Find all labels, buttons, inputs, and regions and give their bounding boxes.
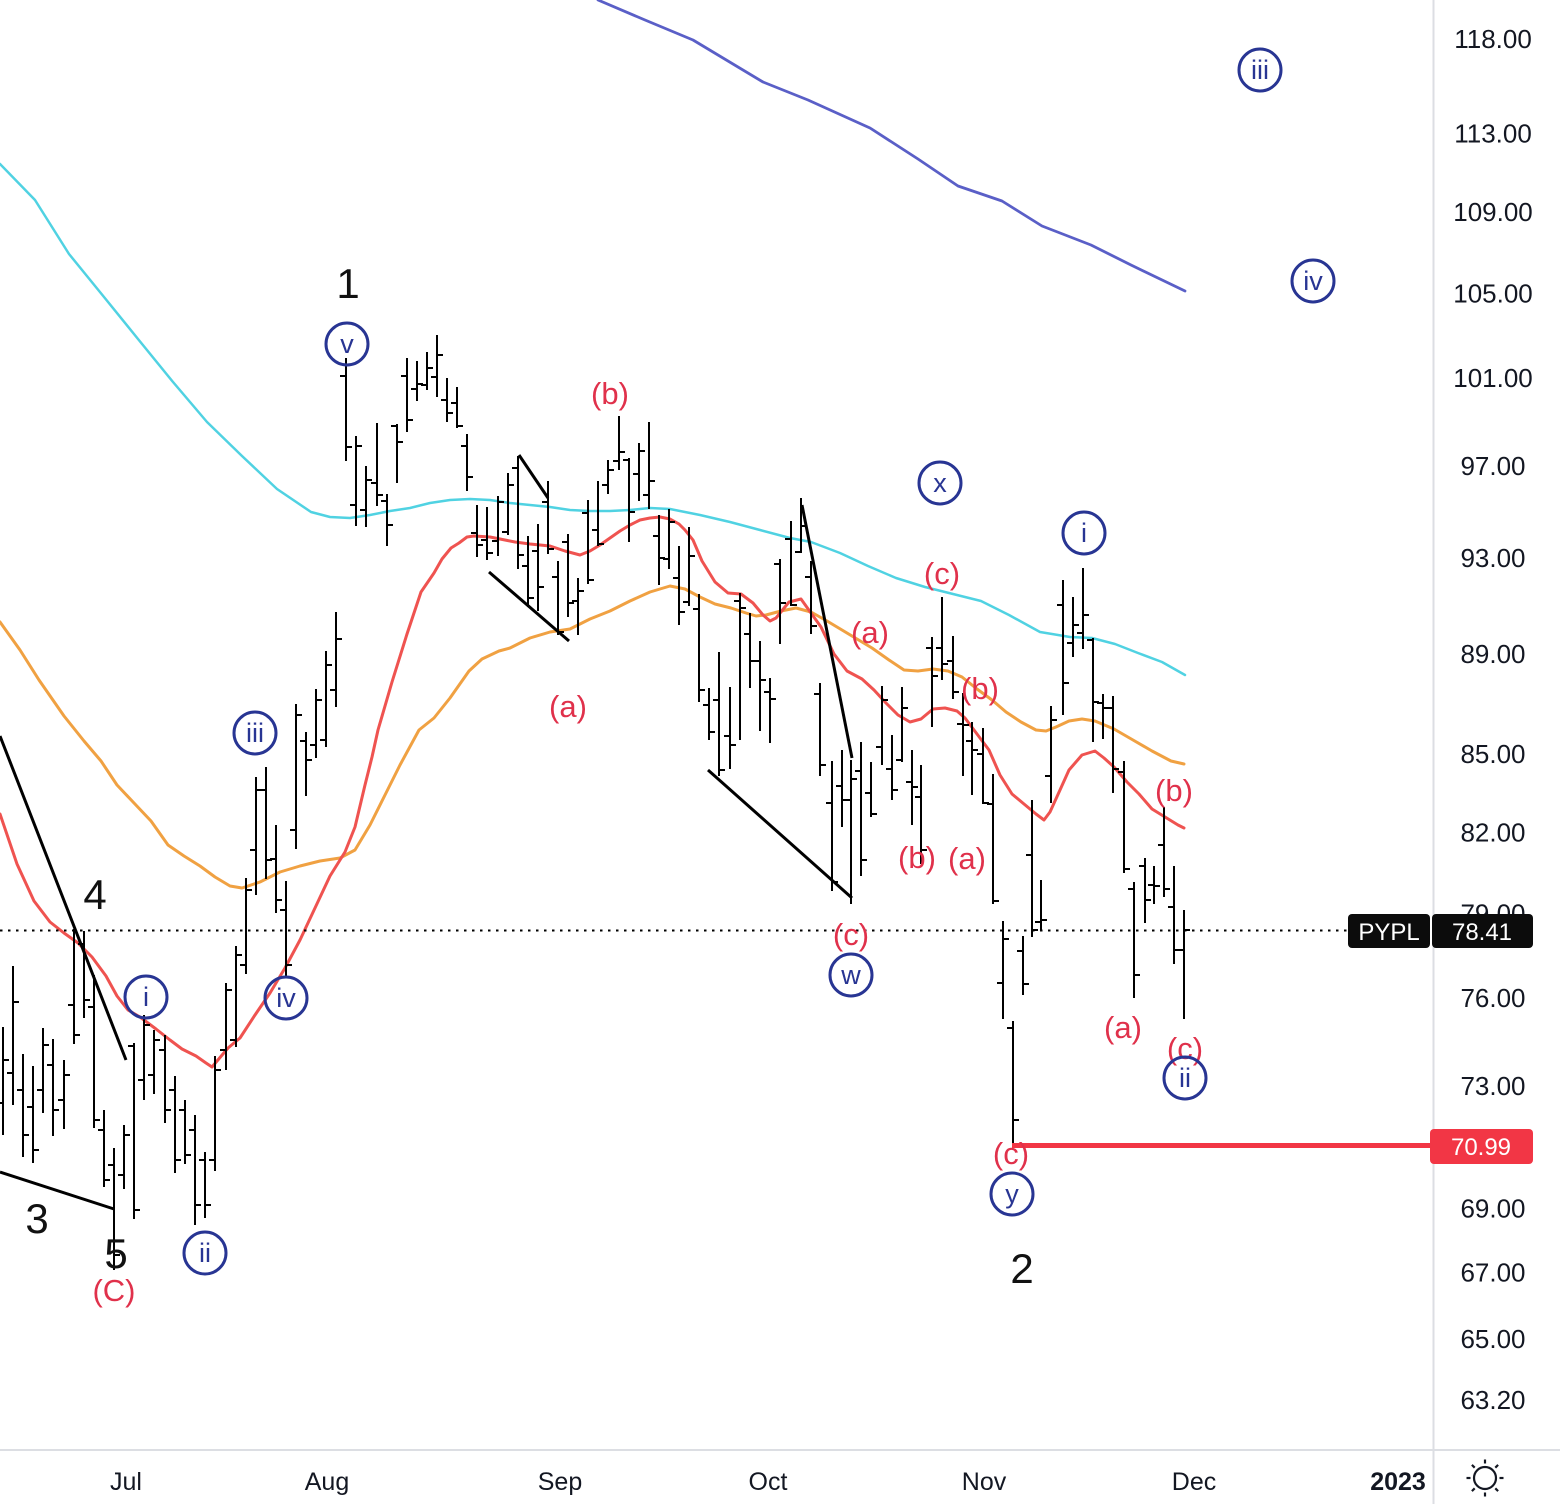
svg-text:65.00: 65.00 [1460,1324,1525,1354]
svg-text:82.00: 82.00 [1460,817,1525,847]
svg-text:(b): (b) [898,840,936,875]
svg-text:(c): (c) [993,1136,1029,1171]
svg-text:105.00: 105.00 [1453,278,1533,308]
svg-text:(a): (a) [948,841,986,876]
svg-text:Nov: Nov [962,1468,1007,1496]
svg-text:iv: iv [1303,266,1323,296]
svg-text:2023: 2023 [1370,1468,1426,1496]
svg-text:Sep: Sep [538,1468,582,1496]
svg-text:w: w [840,960,861,990]
svg-text:(a): (a) [549,689,587,724]
svg-text:93.00: 93.00 [1460,543,1525,573]
svg-text:Aug: Aug [305,1468,349,1496]
svg-text:70.99: 70.99 [1451,1134,1511,1161]
svg-text:(C): (C) [92,1273,135,1308]
svg-text:1: 1 [336,260,359,307]
svg-text:y: y [1005,1179,1019,1209]
svg-text:PYPL: PYPL [1358,919,1419,946]
svg-text:ii: ii [1179,1063,1191,1093]
svg-text:69.00: 69.00 [1460,1194,1525,1224]
svg-text:(b): (b) [1155,773,1193,808]
svg-text:73.00: 73.00 [1460,1071,1525,1101]
svg-text:(c): (c) [833,917,869,952]
svg-text:(b): (b) [591,376,629,411]
svg-text:(a): (a) [1104,1010,1142,1045]
svg-text:iv: iv [276,983,296,1013]
svg-text:(b): (b) [961,671,999,706]
svg-text:ii: ii [199,1238,211,1268]
svg-text:2: 2 [1010,1245,1033,1292]
svg-text:85.00: 85.00 [1460,739,1525,769]
svg-text:67.00: 67.00 [1460,1258,1525,1288]
svg-text:89.00: 89.00 [1460,639,1525,669]
svg-text:3: 3 [25,1195,48,1242]
svg-text:118.00: 118.00 [1454,24,1532,54]
svg-text:iii: iii [1251,55,1269,85]
svg-text:Dec: Dec [1172,1468,1216,1496]
svg-text:Jul: Jul [110,1468,142,1496]
svg-text:i: i [1081,518,1087,548]
svg-text:97.00: 97.00 [1460,451,1525,481]
svg-text:78.41: 78.41 [1452,919,1512,946]
svg-text:4: 4 [83,871,106,918]
svg-text:113.00: 113.00 [1454,118,1532,148]
svg-text:109.00: 109.00 [1453,197,1533,227]
svg-text:Oct: Oct [749,1468,788,1496]
svg-text:(a): (a) [851,615,889,650]
svg-text:5: 5 [104,1230,127,1277]
svg-text:76.00: 76.00 [1460,983,1525,1013]
svg-text:(c): (c) [924,556,960,591]
svg-text:iii: iii [246,718,264,748]
svg-text:63.20: 63.20 [1460,1385,1525,1415]
svg-text:i: i [143,982,149,1012]
svg-text:101.00: 101.00 [1453,363,1533,393]
svg-text:x: x [933,468,947,498]
svg-text:v: v [340,329,354,359]
